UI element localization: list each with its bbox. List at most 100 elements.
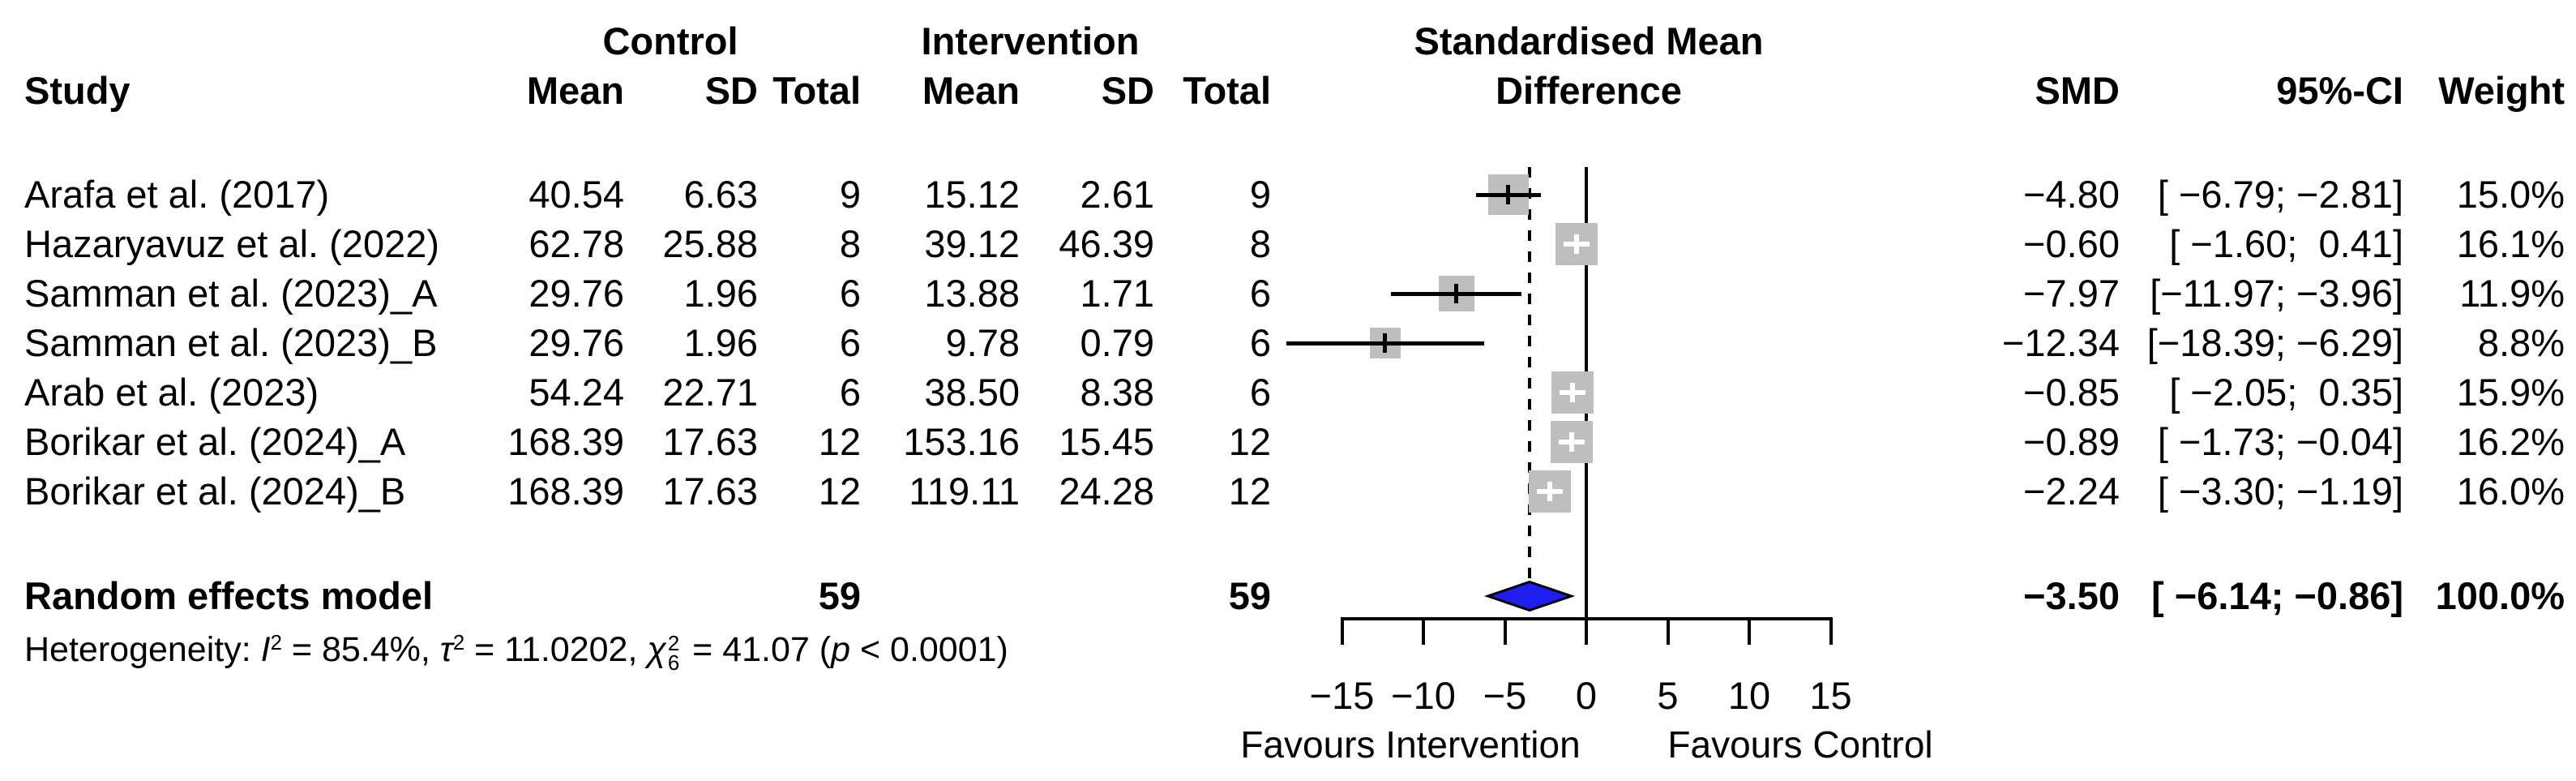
het-tau-symbol: τ	[439, 630, 453, 670]
ci-value: [ −1.60; 0.41]	[2169, 222, 2403, 265]
control-mean-header: Mean	[526, 69, 624, 112]
smd-value: −12.34	[2001, 321, 2120, 364]
het-p-symbol: p	[831, 630, 851, 670]
control-sd-value: 25.88	[662, 222, 758, 265]
ci-value: [−18.39; −6.29]	[2146, 321, 2403, 364]
study-row: Borikar et al. (2024)_B 168.39 17.63 12 119.…	[0, 467, 2576, 516]
study-label: Arab et al. (2023)	[24, 371, 319, 414]
control-total-value: 8	[839, 222, 861, 265]
control-mean-value: 168.39	[507, 470, 624, 513]
study-row: Hazaryavuz et al. (2022) 62.78 25.88 8 39.12…	[0, 220, 2576, 268]
axis-tick-label: 5	[1657, 674, 1679, 717]
axis-tick	[1666, 619, 1670, 645]
study-column-header: Study	[24, 69, 131, 112]
axis-tick-label: −15	[1309, 674, 1375, 717]
point-estimate-marker	[1506, 185, 1511, 204]
het-chi-symbol: χ	[647, 630, 666, 670]
axis-tick-label: 10	[1727, 674, 1771, 717]
summary-row: Random effects model 59 59 −3.50 [ −6.14…	[0, 572, 2576, 620]
weight-value: 11.9%	[2459, 272, 2565, 315]
control-group-header: Control	[602, 19, 738, 62]
het-chi-df: 6	[667, 652, 680, 676]
intervention-total-header: Total	[1183, 69, 1271, 112]
intervention-sd-value: 8.38	[1080, 371, 1154, 414]
control-sd-value: 17.63	[662, 420, 758, 463]
control-sd-value: 17.63	[662, 470, 758, 513]
point-estimate-marker	[1454, 284, 1459, 303]
effect-title-line1: Standardised Mean	[1414, 19, 1764, 62]
smd-value: −2.24	[2023, 470, 2120, 513]
ci-value: [ −6.79; −2.81]	[2157, 173, 2403, 216]
summary-model-label: Random effects model	[24, 574, 434, 617]
control-total-value: 6	[839, 371, 861, 414]
het-tau-exponent: 2	[452, 632, 465, 654]
intervention-mean-value: 13.88	[924, 272, 1020, 315]
control-total-value: 6	[839, 321, 861, 364]
smd-column-header: SMD	[2035, 69, 2120, 112]
intervention-mean-value: 9.78	[945, 321, 1020, 364]
intervention-sd-value: 15.45	[1059, 420, 1154, 463]
point-estimate-marker-vertical	[1569, 432, 1575, 452]
axis-tick	[1748, 619, 1751, 645]
smd-value: −0.89	[2023, 420, 2120, 463]
study-label: Samman et al. (2023)_A	[24, 272, 438, 315]
axis-tick	[1829, 619, 1833, 645]
point-estimate-marker-vertical	[1547, 482, 1552, 501]
weight-value: 16.0%	[2456, 470, 2565, 513]
control-sd-value: 1.96	[683, 272, 758, 315]
intervention-total-value: 8	[1249, 222, 1271, 265]
study-label: Arafa et al. (2017)	[24, 173, 330, 216]
intervention-mean-value: 39.12	[924, 222, 1020, 265]
smd-value: −0.60	[2023, 222, 2120, 265]
intervention-mean-value: 15.12	[924, 173, 1020, 216]
control-sd-value: 22.71	[662, 371, 758, 414]
ci-value: [ −2.05; 0.35]	[2169, 371, 2403, 414]
summary-ci-value: [ −6.14; −0.86]	[2151, 574, 2403, 617]
control-sd-header: SD	[704, 69, 758, 112]
control-mean-value: 40.54	[528, 173, 624, 216]
favours-intervention-label: Favours Intervention	[1240, 723, 1581, 766]
het-tau-value: = 11.0202,	[464, 630, 648, 670]
ci-value: [−11.97; −3.96]	[2150, 272, 2403, 315]
study-label: Borikar et al. (2024)_A	[24, 420, 406, 463]
intervention-sd-value: 0.79	[1080, 321, 1154, 364]
het-chi-exponent: 2	[667, 632, 680, 655]
point-estimate-marker-vertical	[1573, 234, 1579, 254]
weight-column-header: Weight	[2438, 69, 2565, 112]
intervention-sd-value: 2.61	[1080, 173, 1154, 216]
ci-value: [ −3.30; −1.19]	[2157, 470, 2403, 513]
summary-weight-value: 100.0%	[2435, 574, 2565, 617]
smd-value: −0.85	[2023, 371, 2120, 414]
study-row: Arab et al. (2023) 54.24 22.71 6 38.50 8.38 6 −…	[0, 368, 2576, 417]
het-p-value: < 0.0001)	[850, 630, 1008, 670]
summary-estimate-dashed-line	[1527, 167, 1531, 579]
intervention-sd-header: SD	[1101, 69, 1154, 112]
study-label: Samman et al. (2023)_B	[24, 321, 438, 364]
summary-smd-value: −3.50	[2023, 574, 2120, 617]
ci-column-header: 95%-CI	[2276, 69, 2403, 112]
het-I-exponent: 2	[270, 632, 282, 654]
intervention-mean-value: 153.16	[903, 420, 1020, 463]
intervention-mean-value: 119.11	[909, 470, 1020, 513]
point-estimate-marker-vertical	[1569, 383, 1575, 402]
het-I-value: = 85.4%,	[281, 630, 440, 670]
weight-value: 15.9%	[2456, 371, 2565, 414]
axis-tick	[1503, 619, 1507, 645]
control-total-value: 12	[818, 420, 861, 463]
study-row: Borikar et al. (2024)_A 168.39 17.63 12 153.…	[0, 418, 2576, 466]
study-label: Hazaryavuz et al. (2022)	[24, 222, 440, 265]
weight-value: 16.1%	[2456, 222, 2565, 265]
axis-tick	[1340, 619, 1344, 645]
intervention-mean-value: 38.50	[924, 371, 1020, 414]
intervention-total-value: 9	[1249, 173, 1271, 216]
intervention-total-value: 12	[1228, 420, 1271, 463]
ci-value: [ −1.73; −0.04]	[2157, 420, 2403, 463]
axis-tick-label: 15	[1809, 674, 1852, 717]
control-mean-value: 168.39	[507, 420, 624, 463]
study-row: Arafa et al. (2017) 40.54 6.63 9 15.12 2.61 9 −…	[0, 170, 2576, 219]
control-sd-value: 6.63	[683, 173, 758, 216]
weight-value: 15.0%	[2456, 173, 2565, 216]
heterogeneity-text: Heterogeneity: I2 = 85.4%, τ2 = 11.0202,…	[24, 619, 1008, 673]
